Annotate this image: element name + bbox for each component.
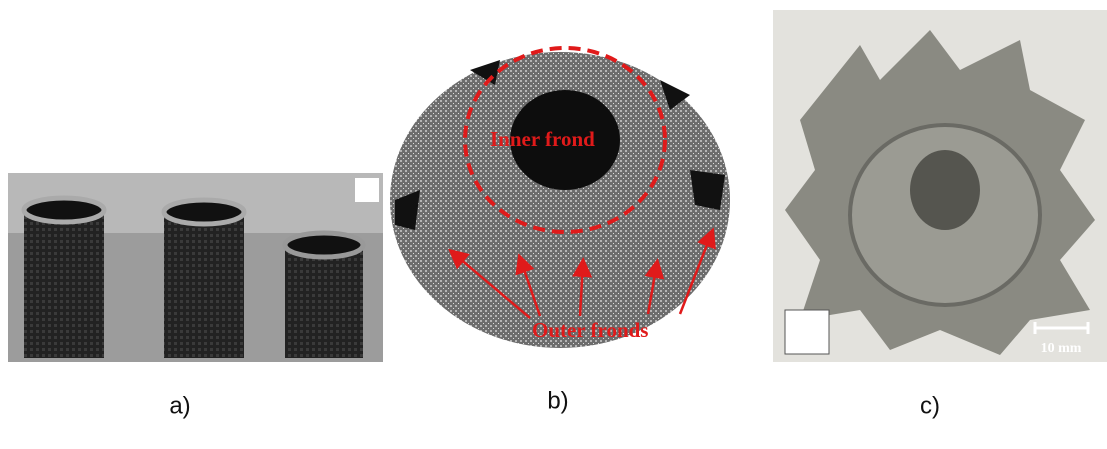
figure: a) Inner frond Outer fronds b) xyxy=(0,0,1107,449)
photo-b: Inner frond Outer fronds xyxy=(390,48,730,348)
photo-a xyxy=(8,173,383,362)
annotation: Outer fronds xyxy=(532,318,648,342)
panel-label: a) xyxy=(169,392,190,419)
scale-bar-label: 10 mm xyxy=(1041,341,1082,356)
panel-label: c) xyxy=(920,392,940,419)
panel-label: b) xyxy=(547,387,568,414)
photo-c: 10 mm xyxy=(773,10,1107,362)
annotation: Inner frond xyxy=(490,127,595,151)
